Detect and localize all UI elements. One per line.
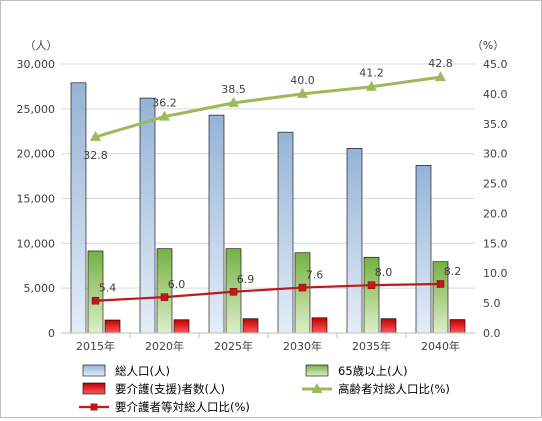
- x-tick-label: 2020年: [145, 339, 184, 353]
- y-right-tick-label: 45.0: [483, 58, 508, 71]
- y-right-tick-label: 10.0: [483, 267, 508, 280]
- x-tick-label: 2025年: [214, 339, 253, 353]
- y-left-tick-label: 30,000: [17, 58, 56, 71]
- x-tick-label: 2015年: [76, 339, 115, 353]
- marker-elderly-ratio: [159, 110, 170, 121]
- bar-total-population: [346, 147, 363, 334]
- bar-care-recipients: [449, 319, 466, 334]
- legend-label: 高齢者対総人口比(%): [338, 382, 450, 396]
- axes: 0 5,000 10,000 15,000 20,000 25,000 30,000 0.0 5…: [17, 39, 508, 353]
- marker-elderly-ratio: [435, 71, 446, 82]
- x-tick-label: 2035年: [352, 339, 391, 353]
- legend-swatch: [82, 364, 106, 377]
- y-right-tick-label: 30.0: [483, 148, 508, 161]
- bar-care-recipients: [311, 317, 328, 334]
- data-label-care-ratio: 5.4: [99, 282, 117, 295]
- marker-elderly-ratio: [366, 80, 377, 91]
- data-labels: 32.8 36.2 38.5 40.0 41.2 42.8 5.4 6.0 6.9 7.6 8.0 8…: [83, 57, 461, 295]
- marker-care-ratio: [436, 280, 445, 288]
- data-label-care-ratio: 8.0: [375, 266, 393, 279]
- y-left-tick-label: 15,000: [17, 193, 56, 206]
- data-label-elderly-ratio: 32.8: [83, 149, 108, 162]
- marker-care-ratio: [298, 283, 307, 292]
- legend-swatch-marker: [90, 403, 98, 411]
- marker-elderly-ratio: [90, 130, 101, 141]
- lines-layer: [90, 71, 446, 305]
- marker-care-ratio: [229, 288, 238, 296]
- data-label-care-ratio: 6.0: [168, 278, 186, 291]
- bar-care-recipients: [173, 319, 190, 334]
- marker-elderly-ratio: [228, 96, 239, 107]
- legend-swatch: [82, 382, 106, 395]
- y-right-tick-label: 35.0: [483, 118, 508, 131]
- gridlines: [61, 63, 475, 289]
- y-right-tick-label: 40.0: [483, 88, 508, 101]
- y-right-unit-label: （%）: [472, 39, 504, 52]
- bar-total-population: [70, 82, 87, 334]
- legend-label: 要介護(支援)者数(人): [115, 382, 225, 396]
- y-left-unit-label: （人）: [25, 39, 58, 52]
- y-left-tick-label: 0: [48, 327, 55, 340]
- y-left-tick-label: 5,000: [24, 282, 56, 295]
- line-care-ratio: [95, 282, 441, 302]
- bars-layer: [70, 82, 466, 334]
- legend-label: 要介護者等対総人口比(%): [115, 400, 250, 414]
- data-label-elderly-ratio: 41.2: [359, 67, 384, 80]
- bar-total-population: [415, 165, 432, 334]
- bar-elderly-65plus: [294, 252, 311, 334]
- y-left-tick-label: 10,000: [17, 237, 56, 250]
- y-right-tick-label: 20.0: [483, 207, 508, 220]
- data-label-care-ratio: 7.6: [306, 269, 324, 282]
- legend-swatch: [305, 364, 329, 377]
- data-label-elderly-ratio: 40.0: [290, 74, 315, 87]
- data-label-care-ratio: 8.2: [444, 265, 462, 278]
- bar-care-recipients: [104, 319, 121, 334]
- data-label-elderly-ratio: 42.8: [428, 57, 453, 70]
- bar-total-population: [277, 131, 294, 334]
- legend-label: 65歳以上(人): [338, 364, 408, 378]
- y-left-tick-label: 25,000: [17, 103, 56, 116]
- bar-care-recipients: [380, 318, 397, 334]
- x-tick-label: 2030年: [283, 339, 322, 353]
- data-label-elderly-ratio: 36.2: [152, 97, 177, 110]
- marker-care-ratio: [91, 296, 100, 305]
- marker-care-ratio: [160, 293, 169, 301]
- marker-elderly-ratio: [297, 87, 308, 98]
- bar-care-recipients: [242, 318, 259, 334]
- y-right-tick-label: 15.0: [483, 237, 508, 250]
- marker-care-ratio: [367, 281, 376, 289]
- y-right-tick-label: 0.0: [483, 327, 501, 340]
- y-left-tick-label: 20,000: [17, 148, 56, 161]
- data-label-care-ratio: 6.9: [237, 273, 255, 286]
- data-label-elderly-ratio: 38.5: [221, 83, 246, 96]
- y-right-tick-label: 25.0: [483, 178, 508, 191]
- legend: 総人口(人) 65歳以上(人) 要介護(支援)者数(人) 高齢者対総人口比(%) 要介護…: [79, 364, 450, 414]
- legend-label: 総人口(人): [115, 364, 170, 378]
- y-right-tick-label: 5.0: [483, 297, 501, 310]
- line-elderly-ratio: [95, 75, 441, 139]
- x-tick-label: 2040年: [421, 339, 460, 353]
- legend-swatch-marker: [311, 383, 323, 393]
- bar-total-population: [208, 114, 225, 334]
